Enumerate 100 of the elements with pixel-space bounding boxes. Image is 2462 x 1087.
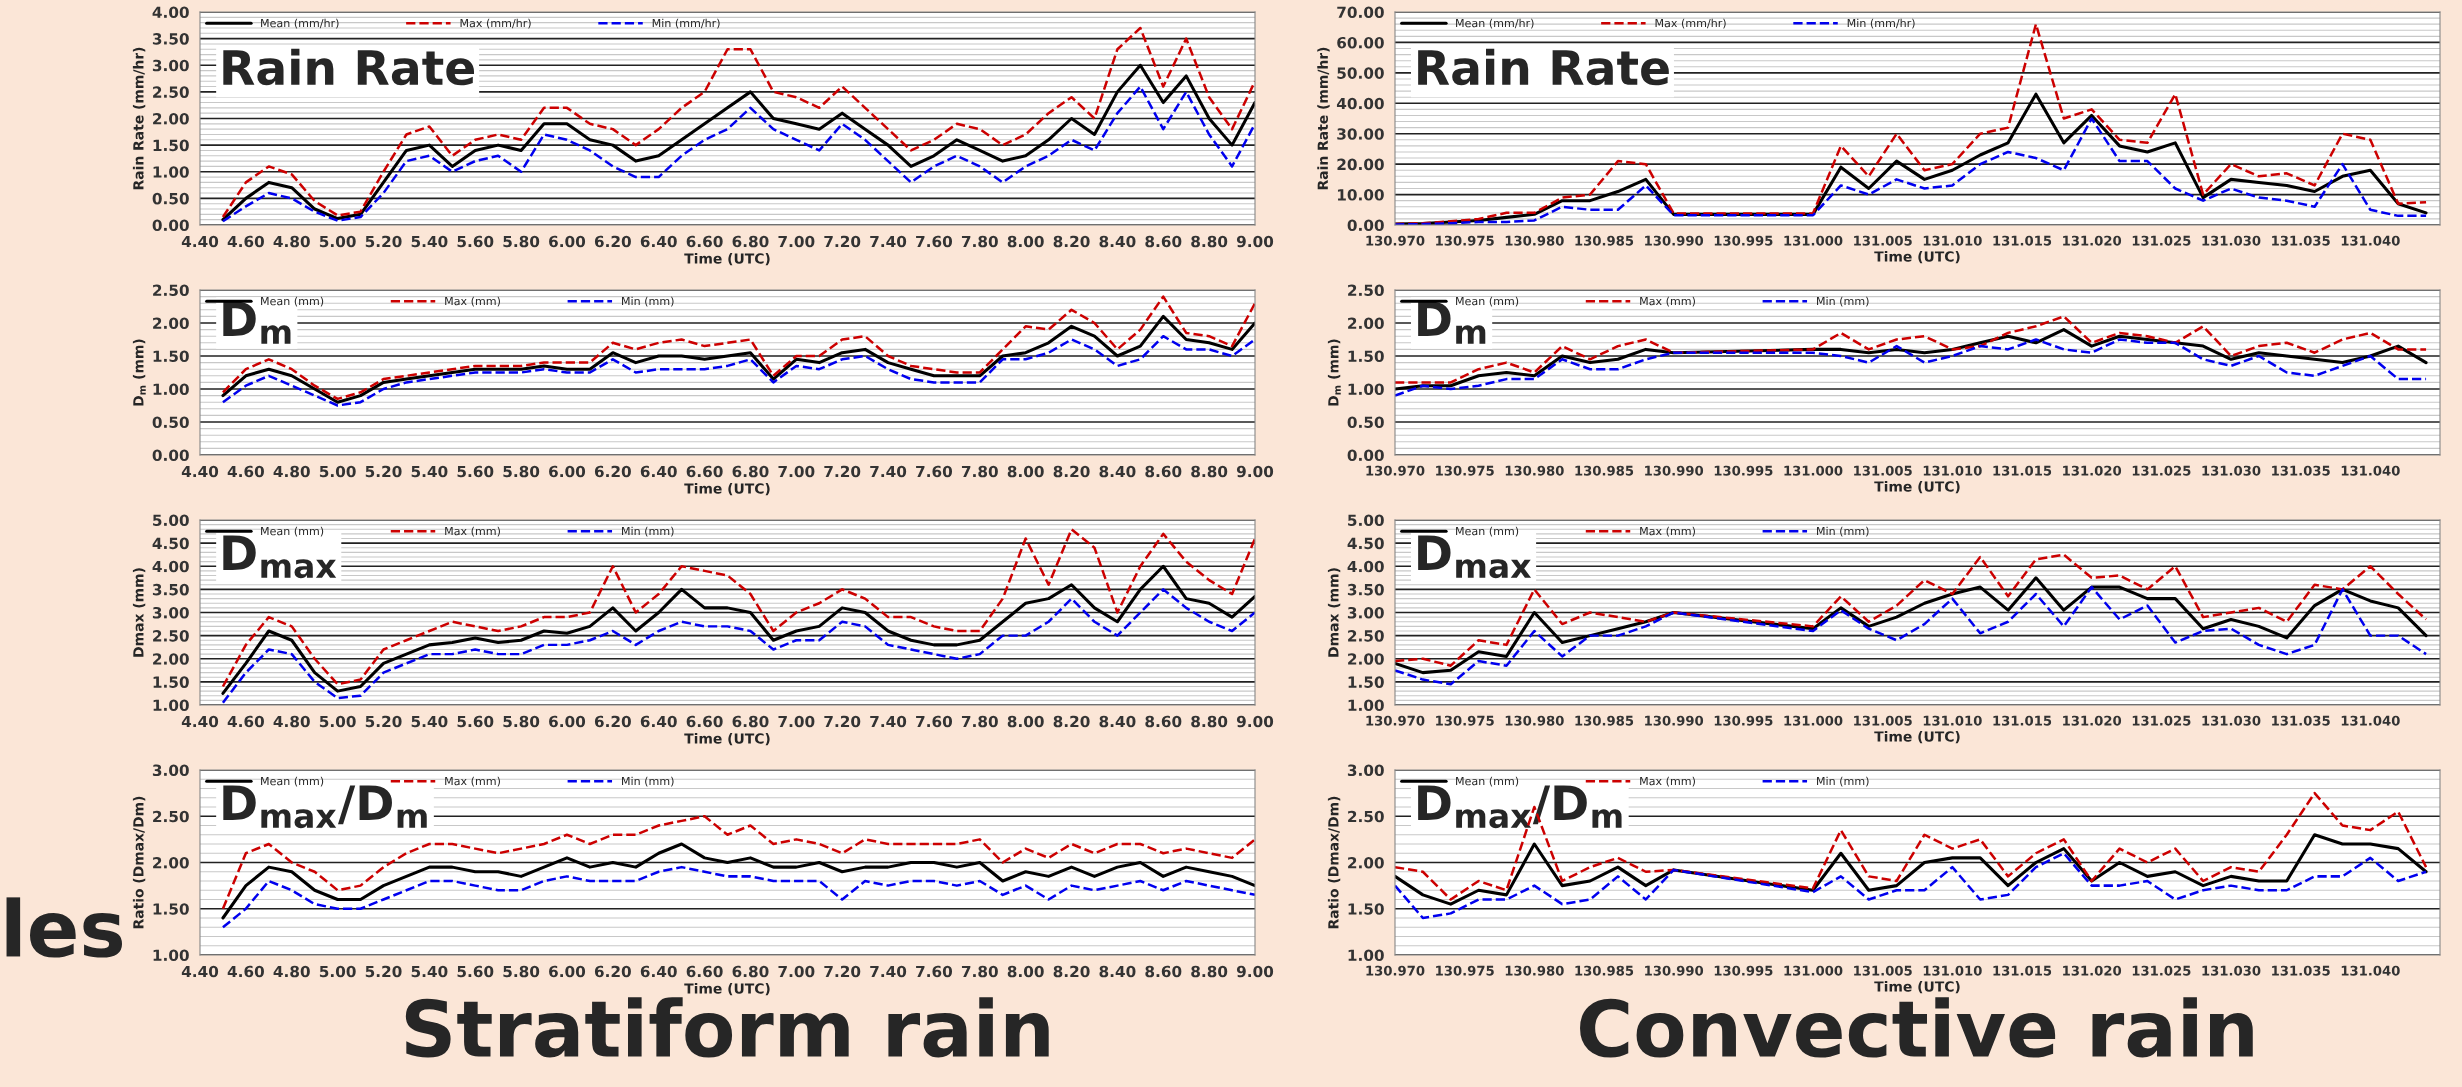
x-tick-label: 131.000 xyxy=(1784,965,1843,976)
y-tick-label: 5.00 xyxy=(1348,514,1384,527)
x-tick-label: 8.20 xyxy=(1053,965,1090,978)
x-tick-label: 130.990 xyxy=(1645,235,1704,246)
x-tick-label: 131.010 xyxy=(1923,965,1982,976)
legend-label: Mean (mm) xyxy=(1456,526,1519,537)
y-tick-label: 10.00 xyxy=(1337,189,1384,201)
x-tick-label: 4.40 xyxy=(181,715,219,728)
x-tick-label: 7.80 xyxy=(961,465,998,478)
x-tick-label: 131.010 xyxy=(1923,715,1982,726)
x-tick-label: 130.990 xyxy=(1645,965,1704,976)
line-series xyxy=(221,865,1255,929)
y-tick-label: 1.00 xyxy=(1348,699,1384,712)
x-tick-label: 6.80 xyxy=(732,715,769,728)
legend-label: Max (mm/hr) xyxy=(1655,18,1726,29)
x-tick-label: 4.80 xyxy=(273,965,310,978)
line-series xyxy=(1395,852,2428,920)
y-tick-label: 20.00 xyxy=(1337,158,1384,171)
y-tick-label: 2.00 xyxy=(153,856,189,869)
x-tick-label: 4.80 xyxy=(273,715,310,728)
x-tick-label: 6.20 xyxy=(594,715,631,728)
y-tick-label: 40.00 xyxy=(1336,97,1384,110)
x-tick-label: 7.20 xyxy=(824,465,861,478)
x-tick-label: 6.60 xyxy=(686,715,723,728)
x-tick-label: 131.040 xyxy=(2341,715,2400,726)
x-tick-label: 130.980 xyxy=(1505,715,1564,726)
y-tick-label: 0.50 xyxy=(152,416,189,429)
x-tick-label: 8.80 xyxy=(1191,465,1228,478)
x-axis-title: Time (UTC) xyxy=(684,252,770,266)
x-tick-label: 8.20 xyxy=(1053,465,1090,478)
y-tick-label: 2.00 xyxy=(1348,653,1384,665)
x-tick-label: 131.025 xyxy=(2132,465,2191,476)
x-tick-label: 5.20 xyxy=(365,465,402,478)
x-tick-label: 7.60 xyxy=(916,235,953,248)
y-tick-label: 0.50 xyxy=(1347,416,1384,429)
x-tick-label: 6.60 xyxy=(686,465,723,478)
legend-label: Max (mm) xyxy=(445,526,500,537)
y-tick-label: 2.50 xyxy=(153,86,189,98)
x-tick-label: 4.80 xyxy=(273,235,310,248)
x-tick-label: 7.40 xyxy=(870,715,907,728)
x-tick-label: 7.20 xyxy=(824,235,861,248)
x-tick-label: 6.80 xyxy=(732,465,769,478)
x-tick-label: 131.040 xyxy=(2341,465,2400,476)
x-tick-label: 130.985 xyxy=(1575,965,1634,976)
x-tick-label: 131.035 xyxy=(2272,235,2330,246)
legend-label: Max (mm) xyxy=(1640,296,1695,307)
x-tick-label: 131.010 xyxy=(1923,235,1982,246)
x-axis-title: Time (UTC) xyxy=(684,982,770,996)
y-tick-label: 2.50 xyxy=(153,810,189,823)
y-tick-label: 60.00 xyxy=(1337,36,1384,49)
x-tick-label: 5.00 xyxy=(319,965,356,978)
x-tick-label: 9.00 xyxy=(1236,465,1274,478)
y-tick-label: 2.50 xyxy=(1348,630,1384,642)
x-tick-label: 8.80 xyxy=(1191,965,1228,978)
y-tick-label: 3.50 xyxy=(152,33,189,45)
x-tick-label: 7.00 xyxy=(778,965,815,978)
x-tick-label: 8.40 xyxy=(1099,235,1136,248)
legend-label: Min (mm/hr) xyxy=(652,18,720,29)
x-tick-label: 6.80 xyxy=(732,965,769,978)
legend-label: Max (mm) xyxy=(1640,526,1695,537)
x-tick-label: 7.40 xyxy=(870,965,907,978)
legend-label: Min (mm/hr) xyxy=(1847,18,1915,29)
x-tick-label: 8.00 xyxy=(1007,235,1044,248)
x-tick-label: 131.040 xyxy=(2341,235,2400,246)
x-tick-label: 8.20 xyxy=(1053,235,1090,248)
legend-label: Min (mm) xyxy=(622,526,674,537)
x-tick-label: 6.20 xyxy=(594,235,631,248)
annotation: Rain Rate xyxy=(223,48,475,86)
text: Convective rain xyxy=(1580,997,2253,1058)
x-tick-label: 4.60 xyxy=(227,715,264,728)
x-tick-label: 5.80 xyxy=(503,465,540,478)
legend-label: Min (mm) xyxy=(622,776,674,787)
x-tick-label: 5.40 xyxy=(411,715,448,728)
x-tick-label: 130.995 xyxy=(1714,465,1773,476)
x-tick-label: 131.030 xyxy=(2202,965,2261,976)
y-tick-label: 50.00 xyxy=(1337,67,1384,79)
x-tick-label: 5.40 xyxy=(411,235,448,248)
x-tick-label: 8.60 xyxy=(1145,965,1182,978)
y-tick-label: 4.50 xyxy=(152,537,189,550)
x-tick-label: 130.985 xyxy=(1575,715,1634,726)
x-tick-label: 130.970 xyxy=(1366,715,1425,726)
x-tick-label: 5.00 xyxy=(319,465,356,478)
legend-label: Mean (mm) xyxy=(1456,776,1519,787)
x-tick-label: 131.035 xyxy=(2272,715,2330,726)
y-axis-title: Dmax (mm) xyxy=(132,568,146,657)
annotation: Rain Rate xyxy=(1418,48,1669,86)
x-tick-label: 130.985 xyxy=(1575,235,1634,246)
y-tick-label: 3.50 xyxy=(1347,583,1384,596)
y-tick-label: 0.00 xyxy=(152,449,189,462)
x-tick-label: 7.60 xyxy=(916,715,953,728)
x-tick-label: 5.40 xyxy=(411,465,448,478)
x-tick-label: 130.995 xyxy=(1714,235,1773,246)
x-tick-label: 5.60 xyxy=(457,235,494,248)
x-tick-label: 7.80 xyxy=(961,235,998,248)
x-tick-label: 8.60 xyxy=(1145,235,1182,248)
x-tick-label: 6.40 xyxy=(640,715,677,728)
y-axis-title: D$_{m}$ (mm) xyxy=(132,339,146,406)
y-axis-title: D$_{m}$ (mm) xyxy=(1327,339,1341,406)
x-tick-label: 7.80 xyxy=(961,965,998,978)
y-tick-label: 0.00 xyxy=(1347,449,1384,462)
